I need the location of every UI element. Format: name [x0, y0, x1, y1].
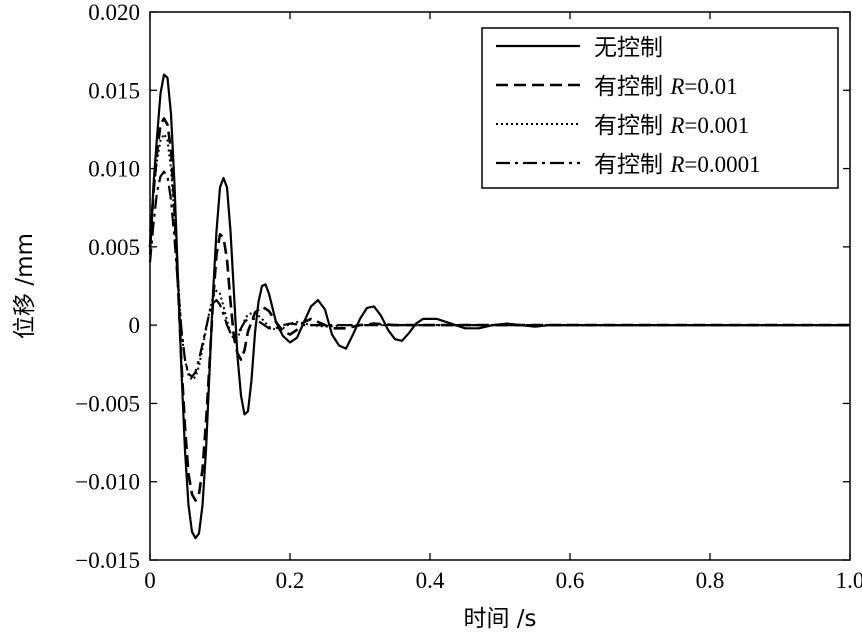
- plot-frame: [149, 11, 851, 561]
- x-tick-label: 0.6: [556, 568, 585, 593]
- x-tick-label: 0.8: [696, 568, 725, 593]
- x-tick-label: 0: [144, 568, 156, 593]
- legend-label-2: 有控制 R=0.01: [594, 74, 738, 100]
- y-axis-label: 位移 /mm: [12, 233, 38, 339]
- x-axis-label: 时间 /s: [463, 606, 536, 632]
- legend-box: [481, 27, 839, 189]
- legend-label-3: 有控制 R=0.001: [594, 113, 749, 139]
- y-tick-label: −0.010: [75, 470, 140, 495]
- x-tick-label: 0.4: [416, 568, 445, 593]
- legend-label-4: 有控制 R=0.0001: [594, 152, 761, 178]
- y-tick-label: 0.010: [88, 157, 140, 182]
- legend-label-1: 无控制: [594, 35, 663, 61]
- y-tick-label: 0.020: [88, 0, 140, 25]
- series-line-3: [149, 133, 850, 381]
- x-tick-label: 1.0: [836, 568, 862, 593]
- y-tick-label: 0.015: [88, 78, 140, 103]
- y-tick-label: 0.005: [88, 235, 140, 260]
- y-tick-label: −0.015: [75, 548, 140, 573]
- plot-area: [148, 73, 850, 540]
- x-tick-label: 0.2: [276, 568, 305, 593]
- series-line-4: [148, 170, 850, 378]
- y-tick-label: 0: [129, 313, 141, 338]
- y-tick-label: −0.005: [75, 391, 140, 416]
- axes: 0 0.2 0.4 0.6 0.8 1.00.0200.0150.0100.0050−0.…: [75, 0, 862, 593]
